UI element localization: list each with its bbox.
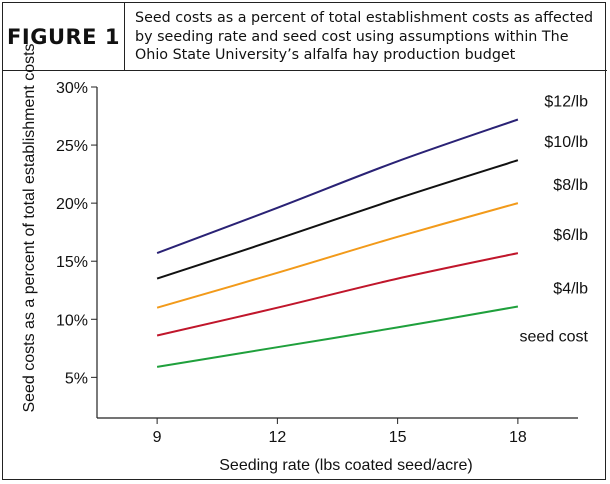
x-tick-label: 12	[268, 429, 286, 446]
chart-labels: $12/lb $10/lb $8/lb $6/lb $4/lb seed cost	[520, 94, 589, 346]
series-label: $12/lb	[544, 94, 588, 111]
series-line	[156, 305, 519, 368]
series-line	[156, 252, 519, 337]
y-tick-label: 10%	[56, 312, 88, 329]
x-axis-title: Seeding rate (lbs coated seed/acre)	[219, 457, 472, 474]
series-line	[156, 202, 519, 309]
series-label: $6/lb	[553, 227, 588, 244]
series-line	[156, 118, 519, 255]
figure-header: FIGURE 1 Seed costs as a percent of tota…	[3, 3, 607, 71]
figure-label: FIGURE 1	[3, 3, 125, 70]
series-label: $10/lb	[544, 134, 588, 151]
figure-title: Seed costs as a percent of total establi…	[135, 10, 594, 63]
x-tick-label: 15	[389, 429, 407, 446]
x-tick-label: 18	[509, 429, 527, 446]
chart-axes: 5% 10% 15% 20% 25% 30% 9 12 15 18	[56, 80, 578, 446]
legend-title: seed cost	[520, 329, 589, 346]
figure-frame: FIGURE 1 Seed costs as a percent of tota…	[2, 2, 607, 480]
y-tick-label: 5%	[65, 370, 88, 387]
y-axis-title: Seed costs as a percent of total establi…	[21, 43, 38, 412]
y-tick-label: 15%	[56, 254, 88, 271]
y-tick-label: 25%	[56, 138, 88, 155]
chart-series	[156, 118, 519, 368]
x-tick-label: 9	[153, 429, 162, 446]
series-label: $8/lb	[553, 177, 588, 194]
series-line	[156, 159, 519, 280]
y-tick-label: 30%	[56, 80, 88, 97]
series-label: $4/lb	[553, 281, 588, 298]
y-tick-label: 20%	[56, 196, 88, 213]
